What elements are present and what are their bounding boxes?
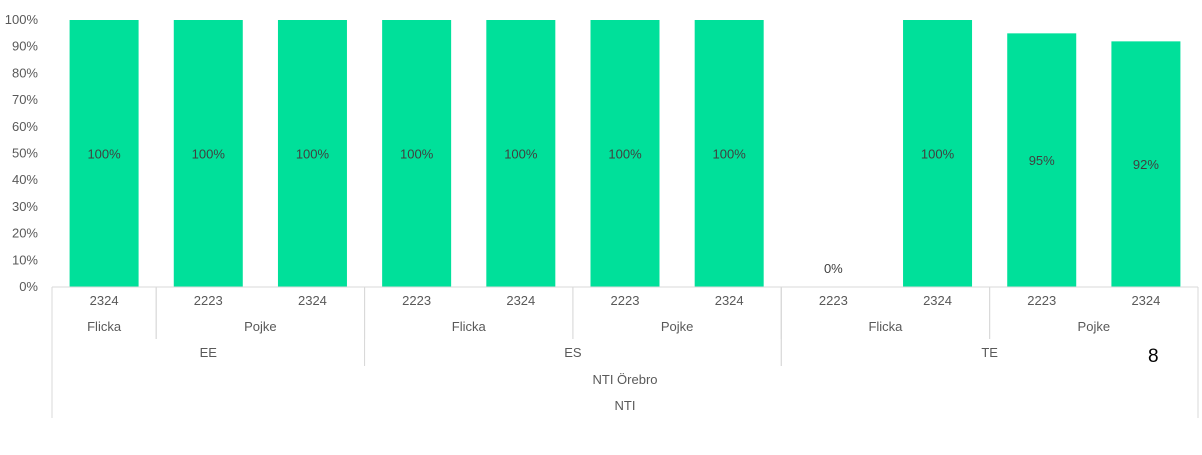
x-group-label: NTI [615, 398, 636, 413]
x-tick-label: 2223 [402, 293, 431, 308]
data-label: 100% [296, 147, 330, 162]
data-label: 100% [87, 147, 121, 162]
x-tick-label: 2324 [1131, 293, 1160, 308]
x-group-label: Flicka [868, 319, 903, 334]
y-tick-label: 0% [19, 279, 38, 294]
x-tick-label: 2324 [715, 293, 744, 308]
data-label: 100% [608, 147, 642, 162]
y-tick-label: 30% [12, 199, 38, 214]
x-group-label: Pojke [661, 319, 694, 334]
x-group-label: NTI Örebro [592, 372, 657, 387]
data-label: 100% [713, 147, 747, 162]
bar [382, 20, 452, 287]
data-label: 0% [824, 261, 843, 276]
x-group-label: Flicka [87, 319, 122, 334]
x-tick-label: 2324 [506, 293, 535, 308]
data-label: 100% [504, 147, 538, 162]
data-label: 100% [192, 147, 226, 162]
x-group-label: Flicka [452, 319, 487, 334]
data-label: 92% [1133, 157, 1159, 172]
x-tick-label: 2324 [90, 293, 119, 308]
y-tick-label: 50% [12, 146, 38, 161]
x-group-label: EE [200, 345, 218, 360]
x-group-label: ES [564, 345, 582, 360]
x-group-label: TE [981, 345, 998, 360]
data-label: 100% [400, 147, 434, 162]
y-tick-label: 60% [12, 119, 38, 134]
y-axis: 0% 10% 20% 30% 40% 50% 60% 70% 80% 90% 100% [5, 12, 39, 294]
x-tick-label: 2324 [923, 293, 952, 308]
bar [1007, 33, 1077, 287]
y-tick-label: 90% [12, 39, 38, 54]
data-label: 100% [921, 147, 955, 162]
data-labels: 100% 100% 100% 100% 100% 100% 100% 0% 100% 95% 92% [87, 147, 1159, 277]
bar [486, 20, 556, 287]
y-tick-label: 100% [5, 12, 39, 27]
bar [277, 20, 347, 287]
x-group-label: Pojke [1078, 319, 1111, 334]
bars [69, 20, 1181, 287]
bar [1111, 41, 1181, 287]
bar [173, 20, 243, 287]
y-tick-label: 80% [12, 65, 38, 80]
x-axis: 2324 2223 2324 2223 2324 2223 2324 2223 2324 2223… [51, 286, 1199, 418]
x-tick-label: 2223 [1027, 293, 1056, 308]
y-tick-label: 10% [12, 252, 38, 267]
x-group-label: Pojke [244, 319, 277, 334]
y-tick-label: 40% [12, 172, 38, 187]
x-tick-label: 2223 [611, 293, 640, 308]
x-tick-label: 2324 [298, 293, 327, 308]
bar [69, 20, 139, 287]
bar [590, 20, 660, 287]
y-tick-label: 70% [12, 92, 38, 107]
x-tick-label: 2223 [194, 293, 223, 308]
data-label: 95% [1029, 153, 1055, 168]
slide-number: 8 [1148, 346, 1159, 367]
bar [694, 20, 764, 287]
bar [903, 20, 973, 287]
x-tick-label: 2223 [819, 293, 848, 308]
y-tick-label: 20% [12, 226, 38, 241]
